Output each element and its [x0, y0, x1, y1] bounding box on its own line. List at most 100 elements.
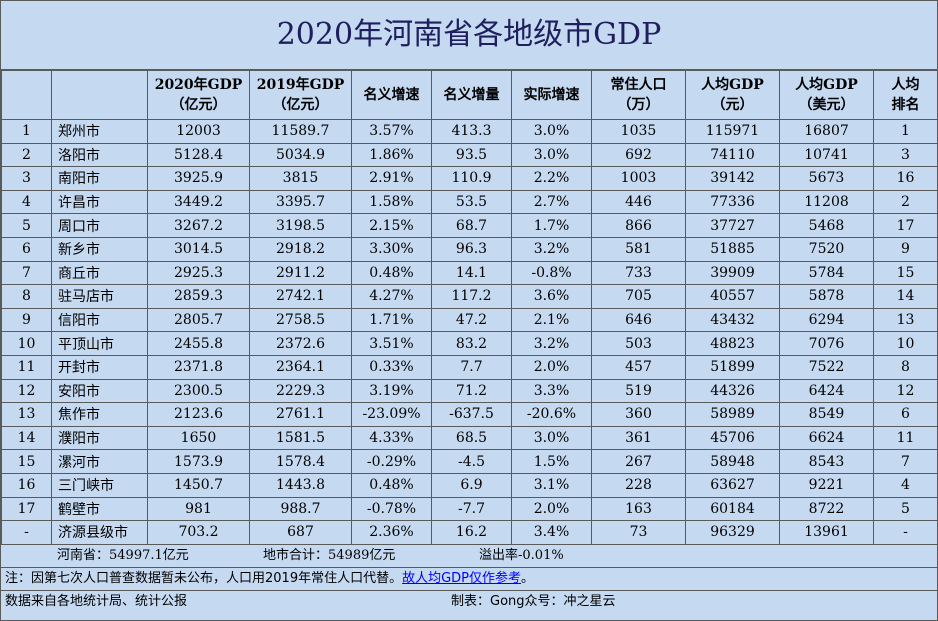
- table-cell: 6.9: [431, 472, 512, 498]
- table-cell: 503: [591, 331, 686, 356]
- column-header-line1: 2019年GDP: [256, 77, 345, 93]
- table-cell: 5673: [779, 166, 874, 191]
- table-cell: 17: [1, 496, 52, 522]
- table-cell: 3267.2: [147, 213, 250, 238]
- column-header: 2019年GDP （亿元）: [249, 70, 352, 120]
- table-cell: 5128.4: [147, 142, 250, 168]
- table-cell: 5468: [779, 213, 874, 238]
- table-cell: 1.71%: [351, 307, 432, 333]
- table-cell: 1035: [591, 119, 686, 144]
- table-cell: 44326: [685, 378, 780, 404]
- city-name-cell: 三门峡市: [51, 472, 148, 498]
- table-cell: 11: [1, 354, 52, 380]
- table-cell: 3.0%: [511, 119, 592, 144]
- table-cell: 83.2: [431, 331, 512, 356]
- table-cell: 2.15%: [351, 213, 432, 238]
- city-name-cell: 许昌市: [51, 189, 148, 215]
- table-cell: 446: [591, 189, 686, 215]
- table-cell: 51899: [685, 354, 780, 380]
- table-cell: 2455.8: [147, 331, 250, 356]
- city-name-cell: 郑州市: [51, 119, 148, 144]
- table-cell: 6: [873, 402, 938, 427]
- table-cell: 58948: [685, 449, 780, 474]
- table-cell: 866: [591, 213, 686, 238]
- province-gdp: 河南省：54997.1亿元: [57, 547, 189, 563]
- table-cell: 2761.1: [249, 402, 352, 427]
- table-cell: 457: [591, 354, 686, 380]
- table-cell: 2925.3: [147, 260, 250, 286]
- table-cell: 4.33%: [351, 425, 432, 451]
- table-cell: 3815: [249, 166, 352, 191]
- table-cell: 8549: [779, 402, 874, 427]
- table-cell: 7076: [779, 331, 874, 356]
- table-cell: 115971: [685, 119, 780, 144]
- table-row: 4 许昌市 3449.2 3395.7 1.58% 53.5 2.7% 446 77336 112…: [1, 189, 938, 215]
- table-cell: 4.27%: [351, 284, 432, 309]
- column-header: 名义增量: [431, 70, 512, 120]
- table-cell: 14.1: [431, 260, 512, 286]
- table-cell: 11208: [779, 189, 874, 215]
- table-cell: 16807: [779, 119, 874, 144]
- city-name-cell: 新乡市: [51, 236, 148, 262]
- table-cell: 60184: [685, 496, 780, 522]
- table-cell: -: [1, 520, 52, 545]
- gdp-table: 2020年GDP （亿元） 2019年GDP （亿元） 名义增速 名义增量 实际增速 常住人口…: [1, 70, 938, 545]
- table-row: 2 洛阳市 5128.4 5034.9 1.86% 93.5 3.0% 692 74110 107…: [1, 142, 938, 168]
- table-cell: 2: [1, 142, 52, 168]
- column-header-line2: 排名: [891, 97, 920, 113]
- table-row: 11 开封市 2371.8 2364.1 0.33% 7.7 2.0% 457 51899 752…: [1, 354, 938, 380]
- table-cell: 361: [591, 425, 686, 451]
- table-cell: -637.5: [431, 402, 512, 427]
- table-cell: 15: [873, 260, 938, 286]
- table-cell: 2123.6: [147, 402, 250, 427]
- city-name-cell: 安阳市: [51, 378, 148, 404]
- table-cell: 12: [873, 378, 938, 404]
- table-cell: 1.58%: [351, 189, 432, 215]
- table-cell: 4: [1, 189, 52, 215]
- table-cell: 6294: [779, 307, 874, 333]
- column-header: 人均 排名: [873, 70, 938, 120]
- table-cell: 1003: [591, 166, 686, 191]
- table-cell: 68.5: [431, 425, 512, 451]
- table-cell: 96.3: [431, 236, 512, 262]
- table-cell: 7522: [779, 354, 874, 380]
- table-cell: -0.8%: [511, 260, 592, 286]
- column-header-line2: （元）: [711, 97, 754, 113]
- table-row: 16 三门峡市 1450.7 1443.8 0.48% 6.9 3.1% 228 63627 92…: [1, 472, 938, 498]
- table-cell: 692: [591, 142, 686, 168]
- city-name-cell: 驻马店市: [51, 284, 148, 309]
- table-cell: 37727: [685, 213, 780, 238]
- table-cell: 1578.4: [249, 449, 352, 474]
- table-cell: 71.2: [431, 378, 512, 404]
- city-name-cell: 焦作市: [51, 402, 148, 427]
- table-cell: 10741: [779, 142, 874, 168]
- column-header-line1: 人均: [891, 77, 920, 93]
- data-source: 数据来自各地统计局、统计公报: [5, 593, 188, 609]
- table-cell: 267: [591, 449, 686, 474]
- table-cell: 2364.1: [249, 354, 352, 380]
- column-header-line1: 人均GDP: [795, 77, 858, 93]
- column-header: [1, 70, 52, 120]
- table-cell: 3.57%: [351, 119, 432, 144]
- table-row: 9 信阳市 2805.7 2758.5 1.71% 47.2 2.1% 646 43432 629…: [1, 307, 938, 333]
- table-cell: 11: [873, 425, 938, 451]
- column-header: 人均GDP （美元）: [779, 70, 874, 120]
- table-cell: 12003: [147, 119, 250, 144]
- table-cell: 7: [873, 449, 938, 474]
- table-cell: 40557: [685, 284, 780, 309]
- column-header-line1: 实际增速: [523, 87, 580, 103]
- table-cell: 2372.6: [249, 331, 352, 356]
- city-name-cell: 商丘市: [51, 260, 148, 286]
- table-cell: 58989: [685, 402, 780, 427]
- city-name-cell: 鹤壁市: [51, 496, 148, 522]
- table-body: 1 郑州市 12003 11589.7 3.57% 413.3 3.0% 1035 115971…: [1, 119, 938, 545]
- table-cell: 228: [591, 472, 686, 498]
- table-cell: 1581.5: [249, 425, 352, 451]
- table-cell: 47.2: [431, 307, 512, 333]
- footnote-emphasis: 故人均GDP仅作参考: [402, 570, 522, 586]
- table-cell: 988.7: [249, 496, 352, 522]
- table-cell: 93.5: [431, 142, 512, 168]
- table-cell: 3.30%: [351, 236, 432, 262]
- city-name-cell: 信阳市: [51, 307, 148, 333]
- table-cell: 14: [873, 284, 938, 309]
